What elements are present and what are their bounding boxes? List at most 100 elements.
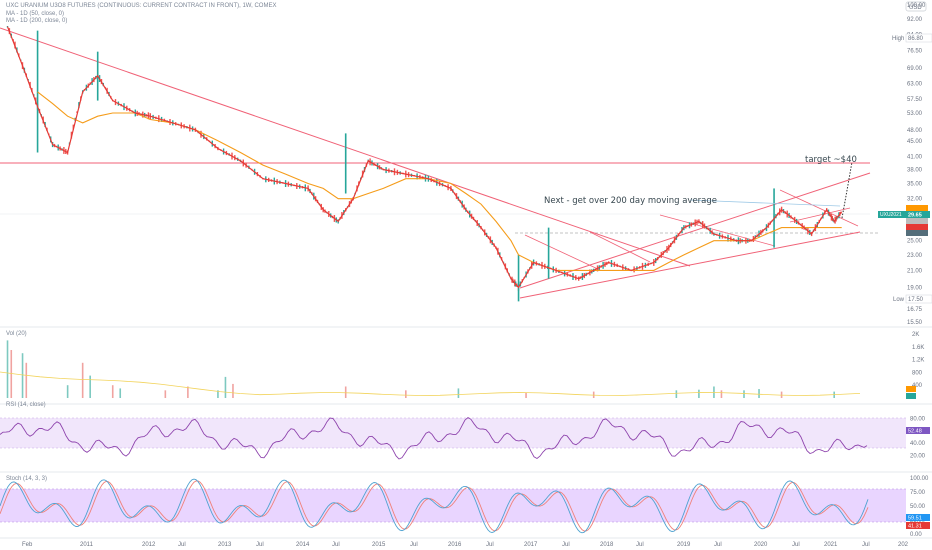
price-tick-label: 35.00 bbox=[907, 182, 923, 188]
candle-spike bbox=[36, 30, 39, 153]
time-tick-label: 2013 bbox=[218, 542, 232, 548]
rsi-tick-label: 40.00 bbox=[910, 441, 926, 447]
low-label: Low bbox=[893, 297, 905, 303]
rsi-tick-label: 80.00 bbox=[910, 416, 926, 422]
price-tag-ma50 bbox=[906, 205, 928, 212]
volume-bar bbox=[6, 340, 9, 398]
volume-bar bbox=[344, 386, 347, 398]
time-tick-label: Jul bbox=[862, 542, 870, 548]
time-tick-label: Jul bbox=[178, 542, 186, 548]
minor-trendline-c bbox=[659, 214, 776, 247]
price-tick-label: 48.00 bbox=[907, 128, 923, 134]
time-tick-label: Jul bbox=[636, 542, 644, 548]
volume-bar bbox=[698, 389, 700, 398]
stoch-label: Stoch (14, 3, 3) bbox=[6, 476, 47, 482]
time-axis: Feb 2011 2012 Jul 2013 Jul 2014 Jul 2015 Jul 2016 J… bbox=[22, 542, 909, 548]
volume-bar bbox=[119, 388, 122, 398]
stoch-d-value: 41.31 bbox=[908, 524, 922, 530]
volume-label: Vol (20) bbox=[6, 331, 27, 337]
volume-bar bbox=[10, 350, 13, 398]
time-tick-label: 2012 bbox=[142, 542, 156, 548]
ma50-legend: MA - 1D (50, close, 0) bbox=[6, 11, 64, 17]
volume-bar bbox=[25, 362, 28, 398]
rsi-band bbox=[0, 418, 906, 448]
volume-bar bbox=[217, 390, 219, 398]
high-value: 86.80 bbox=[908, 36, 924, 42]
stoch-tick-label: 100.00 bbox=[910, 476, 929, 482]
rsi-value: 52.48 bbox=[908, 429, 922, 435]
volume-bar bbox=[66, 385, 69, 398]
rsi-tick-label: 20.00 bbox=[910, 454, 926, 460]
volume-bar bbox=[405, 390, 407, 398]
price-tick-label: 15.50 bbox=[907, 320, 923, 326]
currency-button[interactable] bbox=[905, 1, 927, 12]
time-tick-label: Feb bbox=[22, 542, 33, 548]
volume-bar bbox=[111, 385, 114, 398]
time-tick-label: 2019 bbox=[677, 542, 691, 548]
volume-tick-label: 1.6K bbox=[912, 345, 924, 351]
rsi-label: RSI (14, close) bbox=[6, 402, 46, 408]
volume-ma-line bbox=[0, 371, 861, 396]
next-annotation: Next - get over 200 day moving average bbox=[544, 196, 717, 206]
wedge-top-line bbox=[779, 189, 859, 227]
price-tick-label: 38.00 bbox=[907, 168, 923, 174]
price-tick-label: 16.75 bbox=[907, 307, 923, 313]
price-axis: 100.0092.0084.0076.5069.0063.0057.5053.0… bbox=[907, 3, 926, 326]
time-tick-label: 2021 bbox=[824, 542, 838, 548]
symbol-price-value: 29.65 bbox=[908, 213, 922, 219]
price-tick-label: 92.00 bbox=[907, 17, 923, 23]
target-annotation: target ~$40 bbox=[805, 155, 857, 165]
ma200-segment bbox=[689, 199, 841, 207]
minor-trendline-a bbox=[524, 234, 601, 271]
symbol-tag-text: UXU2021 bbox=[880, 212, 902, 218]
price-tick-label: 19.00 bbox=[907, 285, 923, 291]
stoch-k-tag bbox=[906, 514, 930, 521]
lower-channel-line bbox=[519, 231, 861, 299]
volume-bar bbox=[89, 375, 91, 398]
currency-label: USD bbox=[909, 5, 922, 11]
symbol-price-tag bbox=[906, 211, 930, 218]
symbol-tag bbox=[878, 211, 906, 218]
volume-bar bbox=[21, 353, 24, 398]
volume-bar bbox=[164, 390, 167, 398]
time-tick-label: Jul bbox=[562, 542, 570, 548]
candle-spike bbox=[344, 133, 347, 194]
volume-bar bbox=[720, 390, 723, 398]
volume-tick-label: 400 bbox=[912, 383, 923, 389]
volume-bar bbox=[743, 390, 745, 398]
volume-bars bbox=[6, 340, 835, 398]
price-tick-label: 23.00 bbox=[907, 253, 923, 259]
price-tick-label: 45.00 bbox=[907, 139, 923, 145]
volume-tag-orange bbox=[906, 386, 916, 392]
stoch-k-value: 59.51 bbox=[908, 516, 922, 522]
price-tick-label: 57.50 bbox=[907, 97, 923, 103]
time-tick-label: 2014 bbox=[296, 542, 310, 548]
volume-bar bbox=[758, 389, 760, 398]
rsi-line bbox=[0, 416, 868, 460]
ma200-legend: MA - 1D (200, close, 0) bbox=[6, 18, 67, 24]
candle-spike bbox=[547, 227, 550, 279]
price-tick-label: 76.50 bbox=[907, 49, 923, 55]
high-label: High bbox=[892, 36, 904, 42]
time-tick-label: Jul bbox=[486, 542, 494, 548]
high-tag bbox=[905, 33, 932, 43]
volume-bar bbox=[187, 386, 189, 398]
candle bbox=[76, 111, 78, 113]
volume-bar bbox=[232, 383, 234, 398]
time-tick-label: Jul bbox=[332, 542, 340, 548]
price-tick-label: 53.00 bbox=[907, 111, 923, 117]
volume-tick-label: 800 bbox=[912, 370, 923, 376]
volume-tag-green bbox=[906, 393, 916, 399]
time-tick-label: 202 bbox=[898, 542, 909, 548]
time-tick-label: 2015 bbox=[372, 542, 386, 548]
volume-tick-label: 2K bbox=[912, 332, 919, 338]
low-tag bbox=[905, 294, 932, 304]
price-tick-label: 69.00 bbox=[907, 66, 923, 72]
volume-bar bbox=[81, 362, 84, 398]
stoch-d-tag bbox=[906, 522, 930, 529]
volume-bar bbox=[457, 388, 460, 398]
price-tick-label: 41.00 bbox=[907, 155, 923, 161]
stoch-tick-label: 50.00 bbox=[910, 504, 926, 510]
time-tick-label: Jul bbox=[714, 542, 722, 548]
